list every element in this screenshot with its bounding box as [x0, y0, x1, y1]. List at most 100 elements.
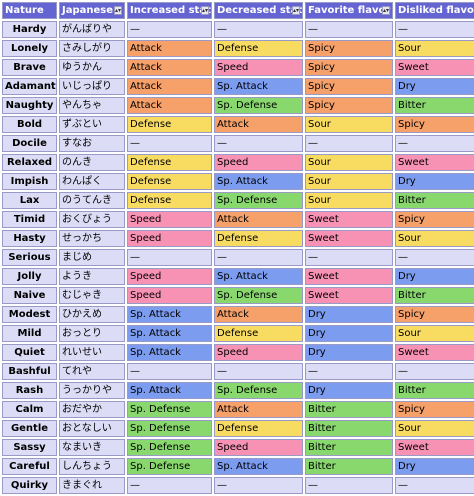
decreased-stat-cell: Sp. Defense	[214, 192, 303, 209]
table-body: Hardy がんばりや — — — — Lonely さみしがり Attack Defense Sp…	[2, 21, 474, 494]
japanese-name-cell: せっかち	[59, 230, 125, 247]
favorite-flavor-cell: Bitter	[305, 458, 393, 475]
table-row: Hasty せっかち Speed Defense Sweet Sour	[2, 230, 474, 247]
nature-name-cell: Adamant	[2, 78, 57, 95]
favorite-flavor-cell: Spicy	[305, 59, 393, 76]
table-row: Hardy がんばりや — — — —	[2, 21, 474, 38]
header-favorite-flavor[interactable]: Favorite flavor ▴▾	[305, 2, 393, 19]
increased-stat-cell: Speed	[127, 211, 212, 228]
nature-name-cell: Naive	[2, 287, 57, 304]
header-decreased-stat[interactable]: Decreased stat ▴▾	[214, 2, 303, 19]
disliked-flavor-cell: Sour	[395, 325, 474, 342]
japanese-name-cell: うっかりや	[59, 382, 125, 399]
disliked-flavor-cell: Spicy	[395, 401, 474, 418]
disliked-flavor-cell: Spicy	[395, 306, 474, 323]
increased-stat-cell: Attack	[127, 59, 212, 76]
table-row: Gentle おとなしい Sp. Defense Defense Bitter Sour	[2, 420, 474, 437]
increased-stat-cell: Sp. Attack	[127, 344, 212, 361]
table-row: Adamant いじっぱり Attack Sp. Attack Spicy Dry	[2, 78, 474, 95]
increased-stat-cell: —	[127, 135, 212, 152]
increased-stat-cell: Speed	[127, 287, 212, 304]
sort-arrows-icon[interactable]: ▴▾	[382, 6, 390, 15]
favorite-flavor-cell: Sweet	[305, 211, 393, 228]
favorite-flavor-cell: Spicy	[305, 40, 393, 57]
japanese-name-cell: おっとり	[59, 325, 125, 342]
table-row: Relaxed のんき Defense Speed Sour Sweet	[2, 154, 474, 171]
disliked-flavor-cell: —	[395, 477, 474, 494]
header-japanese[interactable]: Japanese ▴▾	[59, 2, 125, 19]
decreased-stat-cell: Defense	[214, 325, 303, 342]
table-row: Jolly ようき Speed Sp. Attack Sweet Dry	[2, 268, 474, 285]
header-increased-stat[interactable]: Increased stat ▴▾	[127, 2, 212, 19]
disliked-flavor-cell: Dry	[395, 268, 474, 285]
favorite-flavor-cell: Sweet	[305, 268, 393, 285]
japanese-name-cell: ようき	[59, 268, 125, 285]
japanese-name-cell: のんき	[59, 154, 125, 171]
nature-name-cell: Mild	[2, 325, 57, 342]
table-row: Bold ずぶとい Defense Attack Sour Spicy	[2, 116, 474, 133]
table-row: Lax のうてんき Defense Sp. Defense Sour Bitter	[2, 192, 474, 209]
japanese-name-cell: なまいき	[59, 439, 125, 456]
decreased-stat-cell: Speed	[214, 439, 303, 456]
decreased-stat-cell: Attack	[214, 401, 303, 418]
favorite-flavor-cell: Sour	[305, 154, 393, 171]
decreased-stat-cell: Sp. Defense	[214, 97, 303, 114]
header-label: Favorite flavor	[308, 5, 391, 16]
japanese-name-cell: すなお	[59, 135, 125, 152]
decreased-stat-cell: Speed	[214, 154, 303, 171]
sort-arrows-icon[interactable]: ▴▾	[114, 6, 122, 15]
increased-stat-cell: Attack	[127, 78, 212, 95]
increased-stat-cell: —	[127, 249, 212, 266]
decreased-stat-cell: Attack	[214, 116, 303, 133]
disliked-flavor-cell: —	[395, 249, 474, 266]
favorite-flavor-cell: Sweet	[305, 230, 393, 247]
favorite-flavor-cell: —	[305, 249, 393, 266]
nature-name-cell: Jolly	[2, 268, 57, 285]
table-row: Quiet れいせい Sp. Attack Speed Dry Sweet	[2, 344, 474, 361]
decreased-stat-cell: Sp. Defense	[214, 287, 303, 304]
decreased-stat-cell: Sp. Defense	[214, 382, 303, 399]
increased-stat-cell: Attack	[127, 97, 212, 114]
japanese-name-cell: ゆうかん	[59, 59, 125, 76]
nature-name-cell: Quirky	[2, 477, 57, 494]
nature-name-cell: Bashful	[2, 363, 57, 380]
japanese-name-cell: がんばりや	[59, 21, 125, 38]
header-label: Nature	[5, 5, 44, 16]
increased-stat-cell: —	[127, 21, 212, 38]
favorite-flavor-cell: Bitter	[305, 420, 393, 437]
decreased-stat-cell: Attack	[214, 306, 303, 323]
table-row: Sassy なまいき Sp. Defense Speed Bitter Sweet	[2, 439, 474, 456]
favorite-flavor-cell: —	[305, 477, 393, 494]
increased-stat-cell: Attack	[127, 40, 212, 57]
disliked-flavor-cell: Sweet	[395, 439, 474, 456]
decreased-stat-cell: —	[214, 249, 303, 266]
disliked-flavor-cell: —	[395, 363, 474, 380]
nature-name-cell: Gentle	[2, 420, 57, 437]
increased-stat-cell: Sp. Attack	[127, 325, 212, 342]
decreased-stat-cell: Sp. Attack	[214, 78, 303, 95]
table-row: Naive むじゃき Speed Sp. Defense Sweet Bitter	[2, 287, 474, 304]
increased-stat-cell: Sp. Attack	[127, 306, 212, 323]
sort-arrows-icon[interactable]: ▴▾	[292, 6, 300, 15]
nature-name-cell: Calm	[2, 401, 57, 418]
table-row: Impish わんぱく Defense Sp. Attack Sour Dry	[2, 173, 474, 190]
table-row: Naughty やんちゃ Attack Sp. Defense Spicy Bitter	[2, 97, 474, 114]
decreased-stat-cell: —	[214, 21, 303, 38]
nature-name-cell: Lonely	[2, 40, 57, 57]
increased-stat-cell: —	[127, 363, 212, 380]
disliked-flavor-cell: Sweet	[395, 59, 474, 76]
increased-stat-cell: Speed	[127, 230, 212, 247]
header-nature[interactable]: Nature	[2, 2, 57, 19]
disliked-flavor-cell: Sour	[395, 40, 474, 57]
table-row: Calm おだやか Sp. Defense Attack Bitter Spicy	[2, 401, 474, 418]
increased-stat-cell: Defense	[127, 116, 212, 133]
sort-arrows-icon[interactable]: ▴▾	[201, 6, 209, 15]
increased-stat-cell: Speed	[127, 268, 212, 285]
decreased-stat-cell: Sp. Attack	[214, 268, 303, 285]
increased-stat-cell: Sp. Attack	[127, 382, 212, 399]
table-row: Careful しんちょう Sp. Defense Sp. Attack Bitter D…	[2, 458, 474, 475]
header-disliked-flavor[interactable]: Disliked flavor ▴▾	[395, 2, 474, 19]
nature-name-cell: Relaxed	[2, 154, 57, 171]
japanese-name-cell: れいせい	[59, 344, 125, 361]
japanese-name-cell: てれや	[59, 363, 125, 380]
